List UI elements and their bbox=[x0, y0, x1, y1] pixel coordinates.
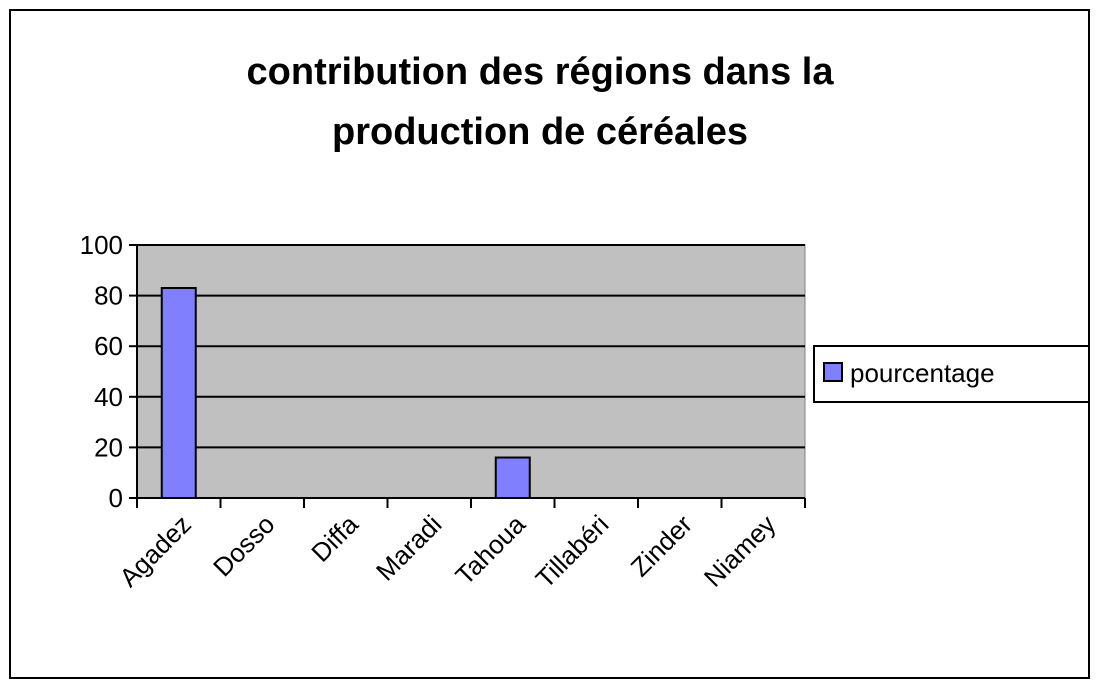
y-tick-label: 20 bbox=[94, 432, 123, 462]
legend-swatch bbox=[823, 362, 843, 382]
bar bbox=[160, 287, 197, 500]
y-tick-label: 100 bbox=[80, 230, 123, 260]
legend-box bbox=[813, 345, 1090, 403]
chart-title: contribution des régions dans la product… bbox=[246, 51, 834, 153]
bar bbox=[494, 456, 531, 499]
y-tick-label: 40 bbox=[94, 382, 123, 412]
y-tick-label: 60 bbox=[94, 331, 123, 361]
y-tick-label: 0 bbox=[109, 483, 123, 513]
plot-area bbox=[136, 244, 806, 499]
y-tick-label: 80 bbox=[94, 281, 123, 311]
legend-label: pourcentage bbox=[850, 358, 995, 388]
